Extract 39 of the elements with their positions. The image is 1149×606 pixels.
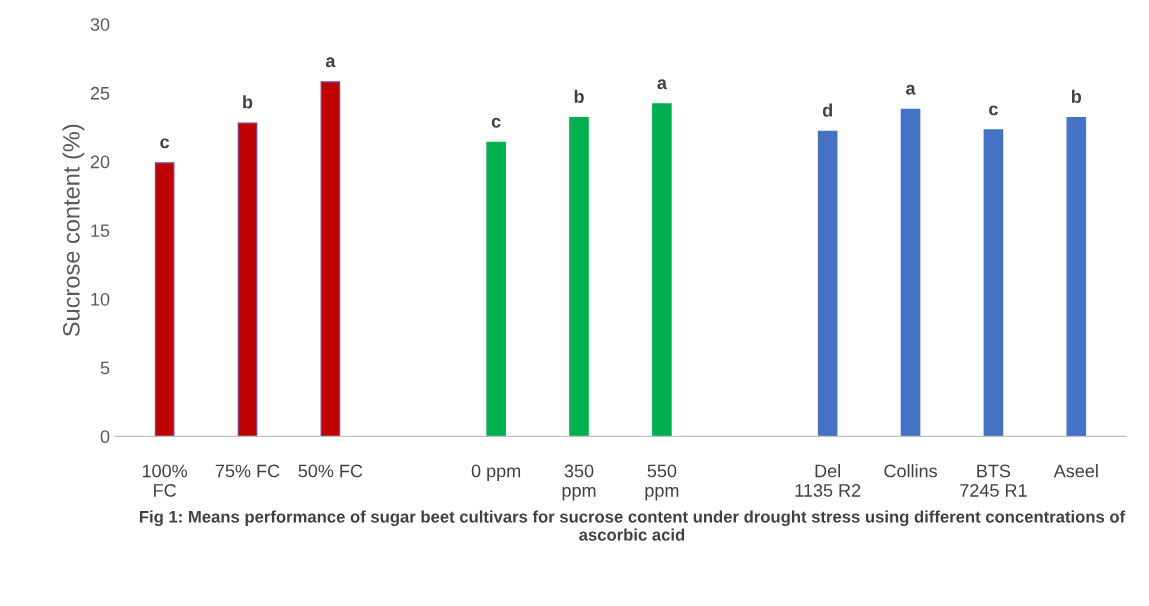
y-tick-label: 5 bbox=[100, 361, 110, 375]
data-label: a bbox=[657, 79, 668, 90]
y-tick-label: 15 bbox=[91, 224, 110, 237]
bar bbox=[652, 103, 672, 437]
bar bbox=[983, 129, 1004, 437]
y-tick-label: 0 bbox=[100, 430, 110, 444]
x-tick-label: 75% FC bbox=[215, 464, 280, 478]
x-tick-label: Collins bbox=[884, 464, 937, 478]
data-label: d bbox=[822, 103, 832, 117]
x-tick-label: Del 1135 R2 bbox=[795, 464, 861, 497]
data-label: c bbox=[491, 117, 501, 128]
x-tick-label: 550 ppm bbox=[645, 464, 679, 501]
x-tick-label: 50% FC bbox=[298, 464, 363, 478]
bar bbox=[900, 108, 921, 437]
x-tick-label: 100% FC bbox=[142, 464, 188, 497]
x-tick-label: 0 ppm bbox=[471, 464, 521, 481]
y-tick-label: 30 bbox=[90, 18, 110, 31]
data-label: c bbox=[160, 138, 170, 149]
x-tick-label: 350 ppm bbox=[562, 464, 596, 501]
y-tick-label: 20 bbox=[90, 155, 110, 169]
y-tick-label: 25 bbox=[90, 86, 110, 100]
x-tick-label: Aseel bbox=[1053, 464, 1098, 478]
bar bbox=[154, 162, 175, 437]
y-axis-title: Sucrose content (%) bbox=[62, 124, 85, 337]
x-tick-label: BTS 7245 R1 bbox=[960, 464, 1027, 497]
bar bbox=[237, 122, 258, 437]
data-label: b bbox=[243, 95, 253, 109]
data-label: a bbox=[325, 57, 336, 68]
data-label: b bbox=[574, 89, 584, 103]
data-label: b bbox=[1071, 89, 1082, 103]
data-label: c bbox=[989, 105, 998, 116]
bar bbox=[320, 81, 341, 437]
caption: Fig 1: Means performance of sugar beet cultivars for sucrose content under drought stress using different concentrations of ascorbic acid bbox=[139, 510, 1126, 541]
y-tick-label: 10 bbox=[91, 292, 110, 306]
bar bbox=[817, 130, 838, 437]
bar bbox=[569, 116, 589, 437]
data-label: a bbox=[906, 84, 916, 95]
bar bbox=[486, 141, 506, 437]
bar bbox=[1066, 116, 1087, 437]
